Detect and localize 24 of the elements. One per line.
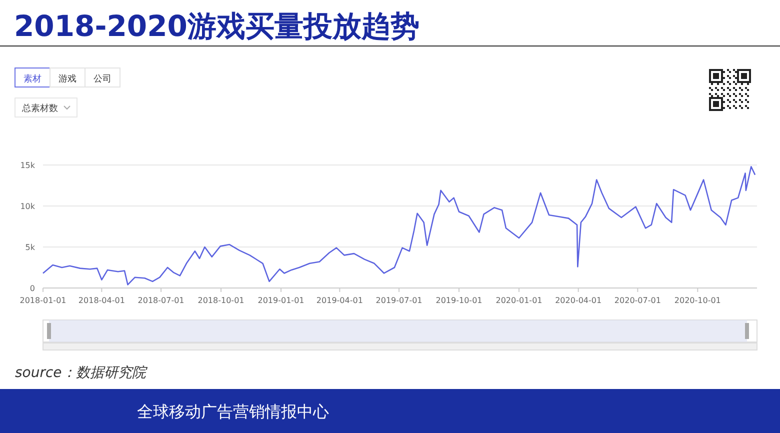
y-tick-label: 5k (25, 243, 36, 252)
chart-title: 2018-2020游戏买量投放趋势 (14, 9, 420, 43)
x-tick-label: 2020-07-01 (614, 296, 661, 305)
x-tick-label: 2019-04-01 (316, 296, 363, 305)
y-tick-label: 10k (20, 202, 36, 211)
x-tick-label: 2020-04-01 (555, 296, 602, 305)
x-tick-label: 2018-01-01 (20, 296, 66, 305)
x-tick-label: 2020-10-01 (674, 296, 721, 305)
x-tick-label: 2018-07-01 (138, 296, 184, 305)
text: 游戏 (58, 74, 76, 84)
source-note: source：数据研究院 (15, 365, 148, 381)
text: 总素材数 (21, 103, 58, 114)
x-tick-label: 2018-10-01 (198, 296, 244, 305)
x-tick-label: 2019-07-01 (376, 296, 422, 305)
y-tick-label: 15k (20, 161, 36, 170)
x-tick-label: 2019-01-01 (258, 296, 304, 305)
y-tick-label: 0 (30, 284, 35, 293)
text: 公司 (94, 74, 112, 84)
text: 全球移动广告营销情报中心 (137, 402, 329, 421)
line-series (42, 166, 756, 286)
x-tick-label: 2019-10-01 (436, 296, 482, 305)
x-tick-label: 2018-04-01 (78, 296, 125, 305)
text: 素材 (24, 74, 42, 84)
x-tick-label: 2020-01-01 (496, 296, 542, 305)
